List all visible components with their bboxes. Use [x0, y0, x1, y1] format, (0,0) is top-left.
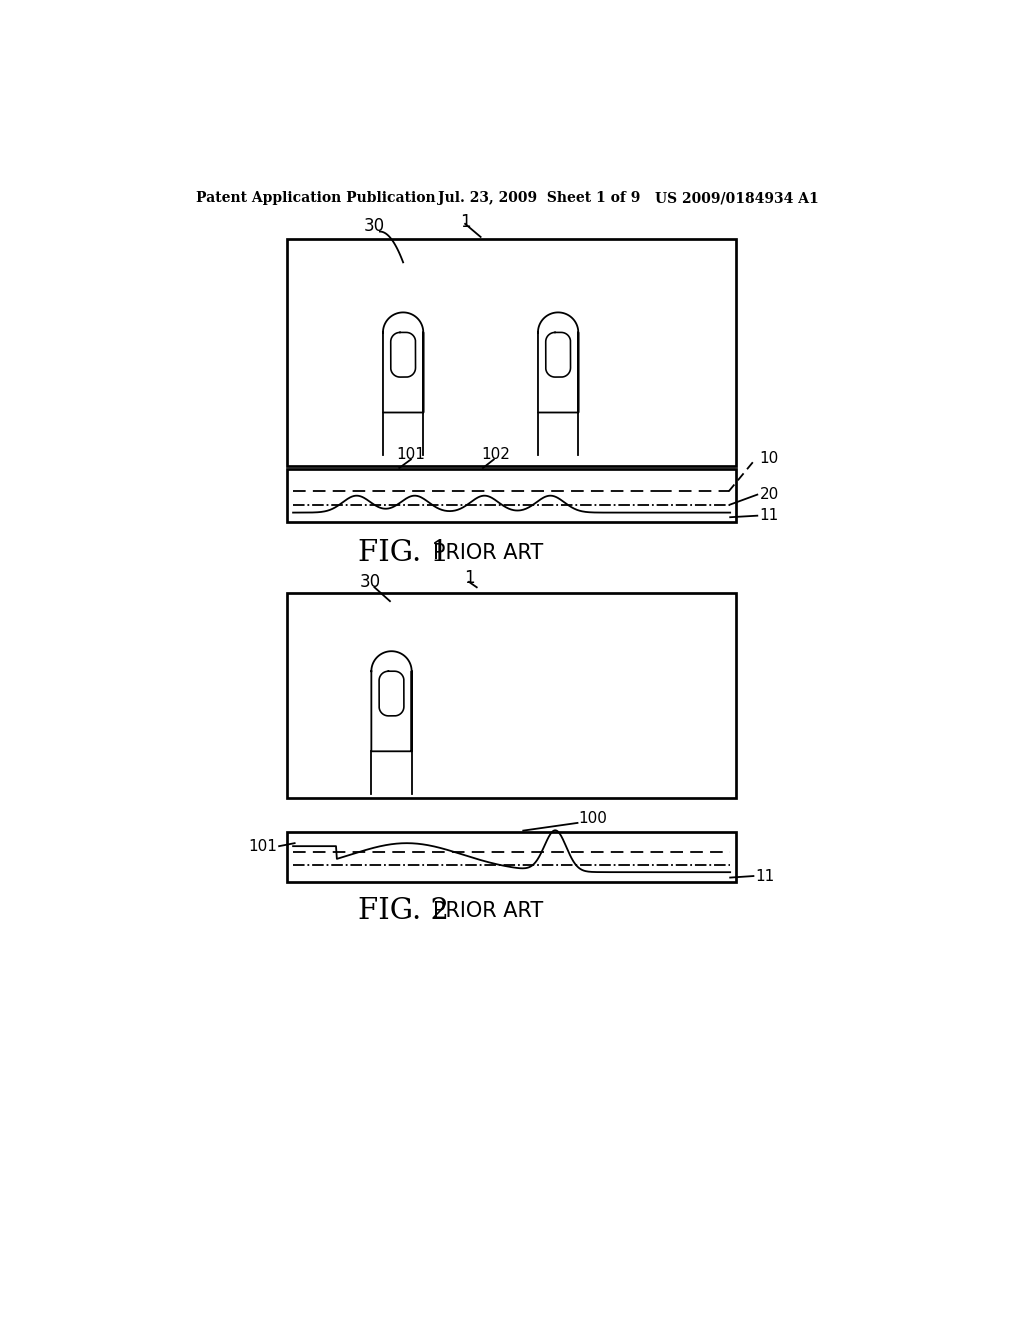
- Text: 11: 11: [756, 869, 775, 883]
- Text: 20: 20: [760, 487, 779, 502]
- Text: 1: 1: [460, 213, 470, 231]
- Bar: [287, 239, 736, 466]
- Text: PRIOR ART: PRIOR ART: [433, 543, 544, 562]
- Text: Patent Application Publication: Patent Application Publication: [197, 191, 436, 206]
- Text: 11: 11: [760, 508, 779, 523]
- Text: 101: 101: [248, 838, 276, 854]
- Text: 10: 10: [760, 451, 779, 466]
- Text: 101: 101: [396, 446, 425, 462]
- Bar: [287, 470, 736, 521]
- Text: FIG. 1: FIG. 1: [357, 539, 449, 566]
- Bar: [287, 594, 736, 797]
- Text: Jul. 23, 2009  Sheet 1 of 9: Jul. 23, 2009 Sheet 1 of 9: [438, 191, 640, 206]
- Text: 1: 1: [464, 569, 474, 587]
- Bar: [287, 832, 736, 882]
- Text: FIG. 2: FIG. 2: [357, 896, 449, 925]
- Text: 30: 30: [359, 573, 380, 591]
- Text: US 2009/0184934 A1: US 2009/0184934 A1: [655, 191, 819, 206]
- Text: PRIOR ART: PRIOR ART: [433, 900, 544, 920]
- Text: 30: 30: [364, 218, 385, 235]
- Text: 102: 102: [481, 446, 511, 462]
- Text: 100: 100: [579, 810, 607, 826]
